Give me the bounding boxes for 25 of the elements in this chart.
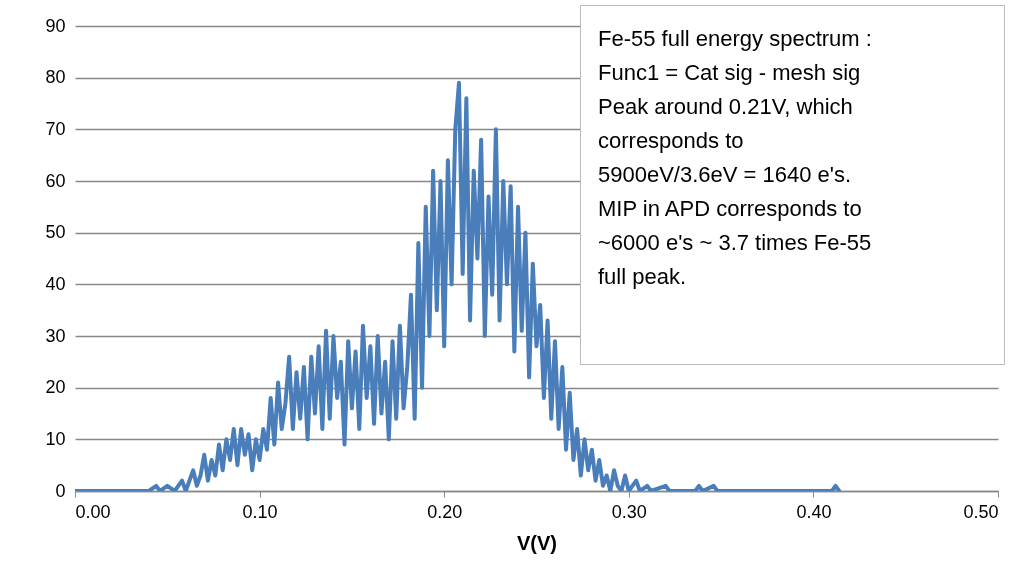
x-tick-label: 0.20 <box>427 501 463 522</box>
y-tick-label: 80 <box>45 67 66 88</box>
x-tick-label: 0.00 <box>75 501 111 522</box>
annotation: Fe-55 full energy spectrum : <box>598 25 873 53</box>
x-tick-label: 0.50 <box>963 501 999 522</box>
x-axis-title: V(V) <box>517 531 557 554</box>
x-tick-label: 0.40 <box>796 501 832 522</box>
y-tick-label: 30 <box>45 325 66 346</box>
y-tick-label: 90 <box>45 15 66 36</box>
y-tick-label: 40 <box>45 273 66 294</box>
annotation: Func1 = Cat sig - mesh sig <box>598 59 862 87</box>
y-tick-label: 60 <box>45 170 66 191</box>
y-tick-label: 10 <box>45 428 66 449</box>
y-tick-label: 70 <box>45 118 66 139</box>
x-tick-label: 0.10 <box>242 501 278 522</box>
x-tick-label: 0.30 <box>611 501 647 522</box>
annotation: MIP in APD corresponds to <box>598 195 863 223</box>
y-tick-label: 50 <box>45 222 66 243</box>
annotation: full peak. <box>598 263 688 291</box>
annotation: 5900eV/3.6eV = 1640 e's. <box>598 161 853 189</box>
annotation: ~6000 e's ~ 3.7 times Fe-55 <box>598 229 873 257</box>
annotation: Peak around 0.21V, which <box>598 93 854 121</box>
y-tick-label: 0 <box>55 480 66 501</box>
annotation: corresponds to <box>598 127 745 155</box>
y-tick-label: 20 <box>45 377 66 398</box>
